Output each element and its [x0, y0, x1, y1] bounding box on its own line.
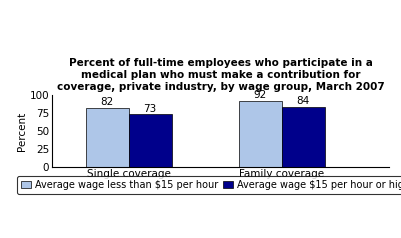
Text: 84: 84	[297, 96, 310, 106]
Legend: Average wage less than $15 per hour, Average wage $15 per hour or higher: Average wage less than $15 per hour, Ave…	[17, 176, 401, 194]
Bar	[282, 107, 325, 167]
Title: Percent of full-time employees who participate in a
medical plan who must make a: Percent of full-time employees who parti…	[57, 59, 385, 92]
Text: 92: 92	[254, 90, 267, 100]
Bar	[86, 108, 129, 167]
Bar	[239, 101, 282, 167]
Text: 73: 73	[144, 104, 157, 114]
Bar	[129, 114, 172, 167]
Y-axis label: Percent: Percent	[17, 111, 27, 150]
Text: 82: 82	[101, 98, 114, 108]
